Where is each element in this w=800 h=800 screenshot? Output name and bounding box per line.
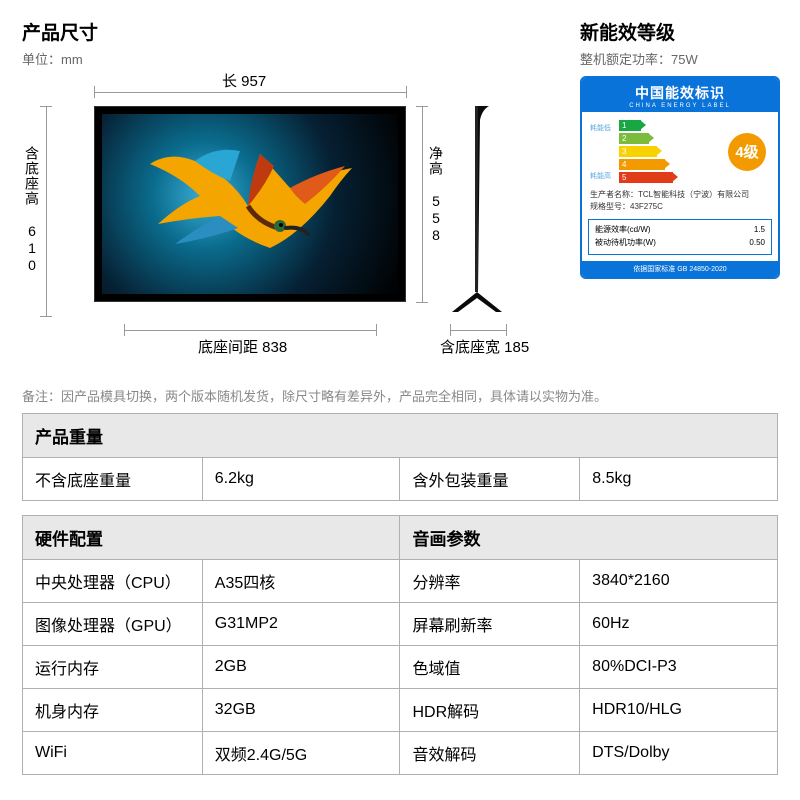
spec-hw-label: 机身内存 — [23, 689, 203, 732]
spec-av-label: 分辨率 — [400, 560, 580, 603]
dimensions-title: 产品尺寸 — [22, 18, 562, 45]
energy-eff-value: 1.5 — [754, 224, 765, 237]
weight-no-stand-value: 6.2kg — [202, 458, 400, 501]
spec-hw-label: 中央处理器（CPU） — [23, 560, 203, 603]
energy-model-label: 规格型号： — [590, 202, 630, 211]
energy-standby-value: 0.50 — [749, 237, 765, 250]
energy-maker-label: 生产者名称： — [590, 190, 638, 199]
spec-hw-value: G31MP2 — [202, 603, 400, 646]
spec-av-value: 80%DCI-P3 — [580, 646, 778, 689]
spec-hw-value: 32GB — [202, 689, 400, 732]
specs-table: 硬件配置 音画参数 中央处理器（CPU）A35四核分辨率3840*2160 图像处… — [22, 515, 778, 775]
weight-packed-label: 含外包装重量 — [400, 458, 580, 501]
energy-card-title-cn: 中国能效标识 — [582, 83, 778, 103]
tv-front-illustration — [94, 106, 406, 302]
energy-card-title-en: CHINA ENERGY LABEL — [582, 103, 778, 109]
dimensions-unit: 单位：mm — [22, 49, 562, 68]
weight-header: 产品重量 — [23, 414, 778, 458]
energy-standby-label: 被动待机功率(W) — [595, 237, 656, 250]
spec-hw-label: WiFi — [23, 732, 203, 775]
tv-side-illustration — [442, 106, 512, 302]
spec-hw-label: 运行内存 — [23, 646, 203, 689]
spec-av-value: HDR10/HLG — [580, 689, 778, 732]
spec-hw-label: 图像处理器（GPU） — [23, 603, 203, 646]
weight-no-stand-label: 不含底座重量 — [23, 458, 203, 501]
spec-hw-value: A35四核 — [202, 560, 400, 603]
energy-arrow-scale: 1 2 3 4 5 — [619, 120, 673, 183]
dim-width-label: 长 957 — [222, 70, 266, 91]
spec-av-label: HDR解码 — [400, 689, 580, 732]
weight-packed-value: 8.5kg — [580, 458, 778, 501]
china-energy-label-card: 中国能效标识 CHINA ENERGY LABEL 耗能低 耗能高 1 2 3 … — [580, 76, 780, 279]
dim-stand-span-label: 底座间距 838 — [198, 336, 287, 357]
spec-hw-value: 2GB — [202, 646, 400, 689]
energy-eff-label: 能源效率(cd/W) — [595, 224, 651, 237]
energy-card-footer: 依据国家标准 GB 24850-2020 — [582, 261, 778, 277]
energy-maker-value: TCL智能科技（宁波）有限公司 — [638, 190, 749, 199]
hardware-header: 硬件配置 — [23, 516, 400, 560]
dim-base-width-label: 含底座宽 185 — [440, 336, 529, 357]
spec-av-label: 音效解码 — [400, 732, 580, 775]
dim-full-height-label: 含底座高 610 — [22, 146, 42, 274]
energy-low-label: 耗能低 — [590, 123, 611, 133]
av-header: 音画参数 — [400, 516, 778, 560]
spec-hw-value: 双频2.4G/5G — [202, 732, 400, 775]
energy-power: 整机额定功率：75W — [580, 49, 780, 68]
energy-title: 新能效等级 — [580, 18, 780, 45]
bird-illustration — [140, 126, 360, 276]
energy-high-label: 耗能高 — [590, 171, 611, 181]
weight-table: 产品重量 不含底座重量 6.2kg 含外包装重量 8.5kg — [22, 413, 778, 501]
spec-av-label: 屏幕刷新率 — [400, 603, 580, 646]
spec-av-value: 3840*2160 — [580, 560, 778, 603]
energy-grade-badge: 4级 — [728, 133, 766, 171]
dimensions-diagram: 长 957 含底座高 610 净高 558 — [22, 76, 562, 376]
spec-av-label: 色域值 — [400, 646, 580, 689]
disclaimer-note: 备注：因产品模具切换，两个版本随机发货，除尺寸略有差异外，产品完全相同，具体请以… — [22, 386, 778, 405]
spec-av-value: 60Hz — [580, 603, 778, 646]
spec-av-value: DTS/Dolby — [580, 732, 778, 775]
energy-model-value: 43F275C — [630, 202, 663, 211]
